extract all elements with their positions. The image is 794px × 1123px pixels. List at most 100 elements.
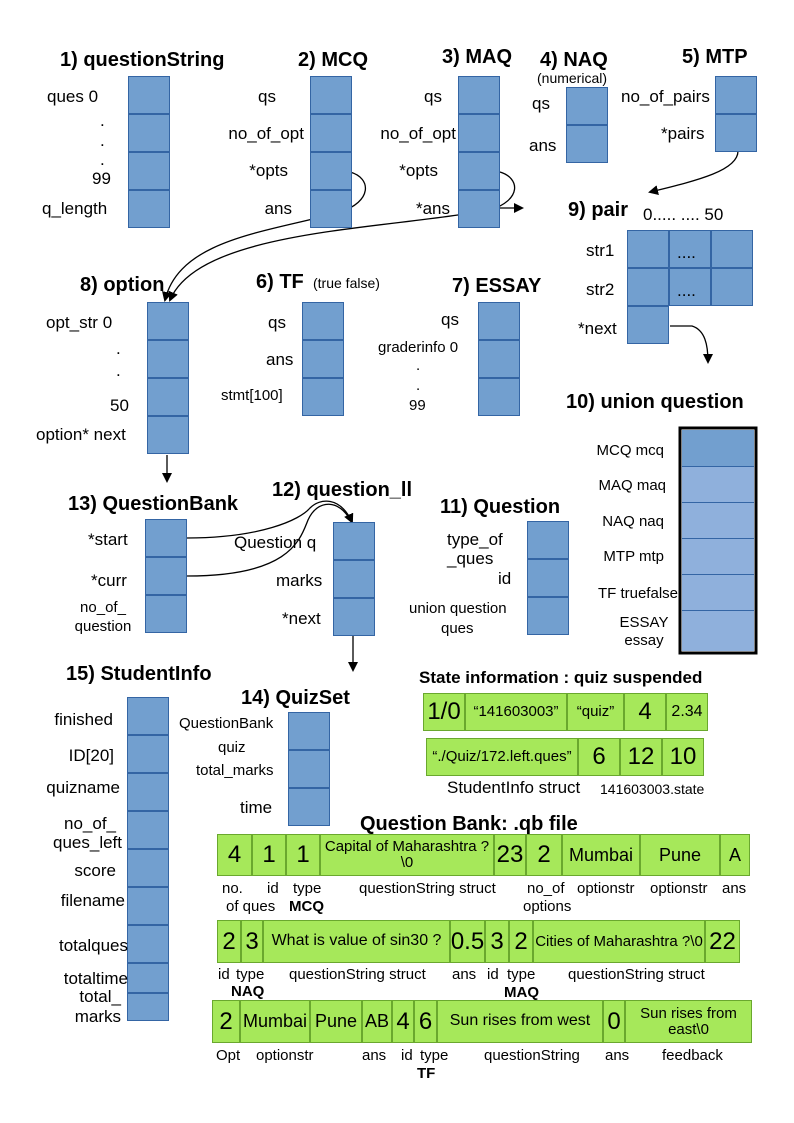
studentinfo-cell xyxy=(127,925,169,963)
qb-label: optionstr xyxy=(577,880,635,897)
pair-cell xyxy=(669,268,711,306)
field-label: no_of_ xyxy=(80,599,126,616)
qb-cell: Mumbai xyxy=(240,1000,310,1043)
section-subtitle-naq: (numerical) xyxy=(537,70,608,86)
qb-label: id xyxy=(218,966,230,983)
question-cell xyxy=(527,521,569,559)
qb-cell: 0 xyxy=(603,1000,625,1043)
section-title-option: 8) option xyxy=(80,274,165,296)
qb-cell: 2 xyxy=(212,1000,240,1043)
option-cell xyxy=(147,340,189,378)
studentinfo-cell xyxy=(127,735,169,773)
question-ll-cell xyxy=(333,522,375,560)
qb-cell: 4 xyxy=(217,834,252,876)
question-ll-cell xyxy=(333,598,375,636)
studentinfo-cell xyxy=(127,887,169,925)
studentinfo-cell xyxy=(127,773,169,811)
field-label: graderinfo 0 xyxy=(378,339,459,356)
field-label: no_of_opt xyxy=(380,124,456,143)
maq-opts-arrow xyxy=(168,171,516,302)
section-title-union: 10) union question xyxy=(566,391,744,413)
section-title-tf: 6) TF xyxy=(256,271,304,293)
qb-cell: Mumbai xyxy=(562,834,640,876)
state-title: State information : quiz suspended xyxy=(419,668,703,687)
qb-cell: Sun rises from east\0 xyxy=(625,1000,752,1043)
naq-cell xyxy=(566,125,608,163)
tf-cell xyxy=(302,302,344,340)
qb-cell: Cities of Maharashtra ?\0 xyxy=(533,920,705,963)
qb-label: id xyxy=(401,1047,413,1064)
qb-label: type xyxy=(236,966,265,983)
qb-cell: Capital of Maharashtra ?\0 xyxy=(320,834,494,876)
qb-label: no. xyxy=(222,880,243,897)
question-ll-cell xyxy=(333,560,375,598)
field-label: . xyxy=(416,377,421,394)
field-label: *opts xyxy=(399,161,438,180)
qb-label: MCQ xyxy=(289,898,324,915)
field-label: union question xyxy=(409,600,507,617)
field-label: no_of_opt xyxy=(228,124,304,143)
qb-label: questionString struct xyxy=(289,966,426,983)
field-label: . xyxy=(100,150,105,169)
field-label: qs xyxy=(441,310,459,329)
field-label: *ans xyxy=(415,199,450,218)
union-cell xyxy=(682,503,754,539)
field-label: ID[20] xyxy=(68,746,114,765)
field-label: . xyxy=(116,339,121,358)
studentinfo-cell xyxy=(127,697,169,735)
state-cell: 6 xyxy=(578,738,620,776)
union-cell xyxy=(682,430,754,467)
qb-cell: 6 xyxy=(414,1000,437,1043)
field-label: q_length xyxy=(42,199,108,218)
field-label: . xyxy=(116,361,121,380)
quizset-cell xyxy=(288,788,330,826)
field-label: question xyxy=(74,618,132,635)
qb-label: questionString struct xyxy=(359,880,496,897)
qb-label: NAQ xyxy=(231,983,265,1000)
state-cell: 4 xyxy=(624,693,666,731)
qb-label: Opt xyxy=(216,1047,241,1064)
section-title-studentinfo: 15) StudentInfo xyxy=(66,663,212,685)
field-label: id xyxy=(498,569,512,588)
studentinfo-cell xyxy=(127,811,169,849)
state-cell: 10 xyxy=(662,738,704,776)
field-label: Question q xyxy=(234,533,317,552)
section-title-pair: 9) pair xyxy=(568,199,629,221)
qb-cell: AB xyxy=(362,1000,392,1043)
field-label: marks xyxy=(276,571,323,590)
field-label: ques 0 xyxy=(47,87,99,106)
union-member-label: MAQ maq xyxy=(598,477,666,494)
pair-index-range: 0..... .... 50 xyxy=(643,205,724,224)
qb-label: ans xyxy=(605,1047,630,1064)
qb-cell: 3 xyxy=(241,920,263,963)
questionbank-cell xyxy=(145,557,187,595)
studentinfo-cell xyxy=(127,993,169,1021)
question-cell xyxy=(527,597,569,635)
questionbank-cell xyxy=(145,519,187,557)
field-label: score xyxy=(74,861,116,880)
union-member-label: MTP mtp xyxy=(603,548,664,565)
field-label: type_of xyxy=(447,530,503,549)
field-label: *curr xyxy=(91,571,127,590)
field-label: _ques xyxy=(447,549,494,568)
union-member-label: TF truefalse xyxy=(597,585,678,602)
qb-label: type xyxy=(293,880,322,897)
state-caption-file: 141603003.state xyxy=(600,781,705,797)
maq-cell xyxy=(458,76,500,114)
qb-cell: 3 xyxy=(485,920,509,963)
field-label: *opts xyxy=(249,161,288,180)
qb-label: ans xyxy=(452,966,477,983)
field-label: ques xyxy=(441,620,474,637)
mcq-opts-arrow xyxy=(162,171,367,302)
field-label: totaltime xyxy=(63,969,128,988)
field-label: quizname xyxy=(46,778,120,797)
field-label: opt_str 0 xyxy=(46,313,113,332)
field-label: *pairs xyxy=(661,124,705,143)
union-cell xyxy=(682,539,754,575)
field-label: qs xyxy=(258,87,276,106)
pair-cell xyxy=(627,306,669,344)
field-label: 50 xyxy=(110,396,129,415)
qb-cell: 22 xyxy=(705,920,740,963)
field-label: . xyxy=(416,357,421,374)
qb-cell: A xyxy=(720,834,750,876)
